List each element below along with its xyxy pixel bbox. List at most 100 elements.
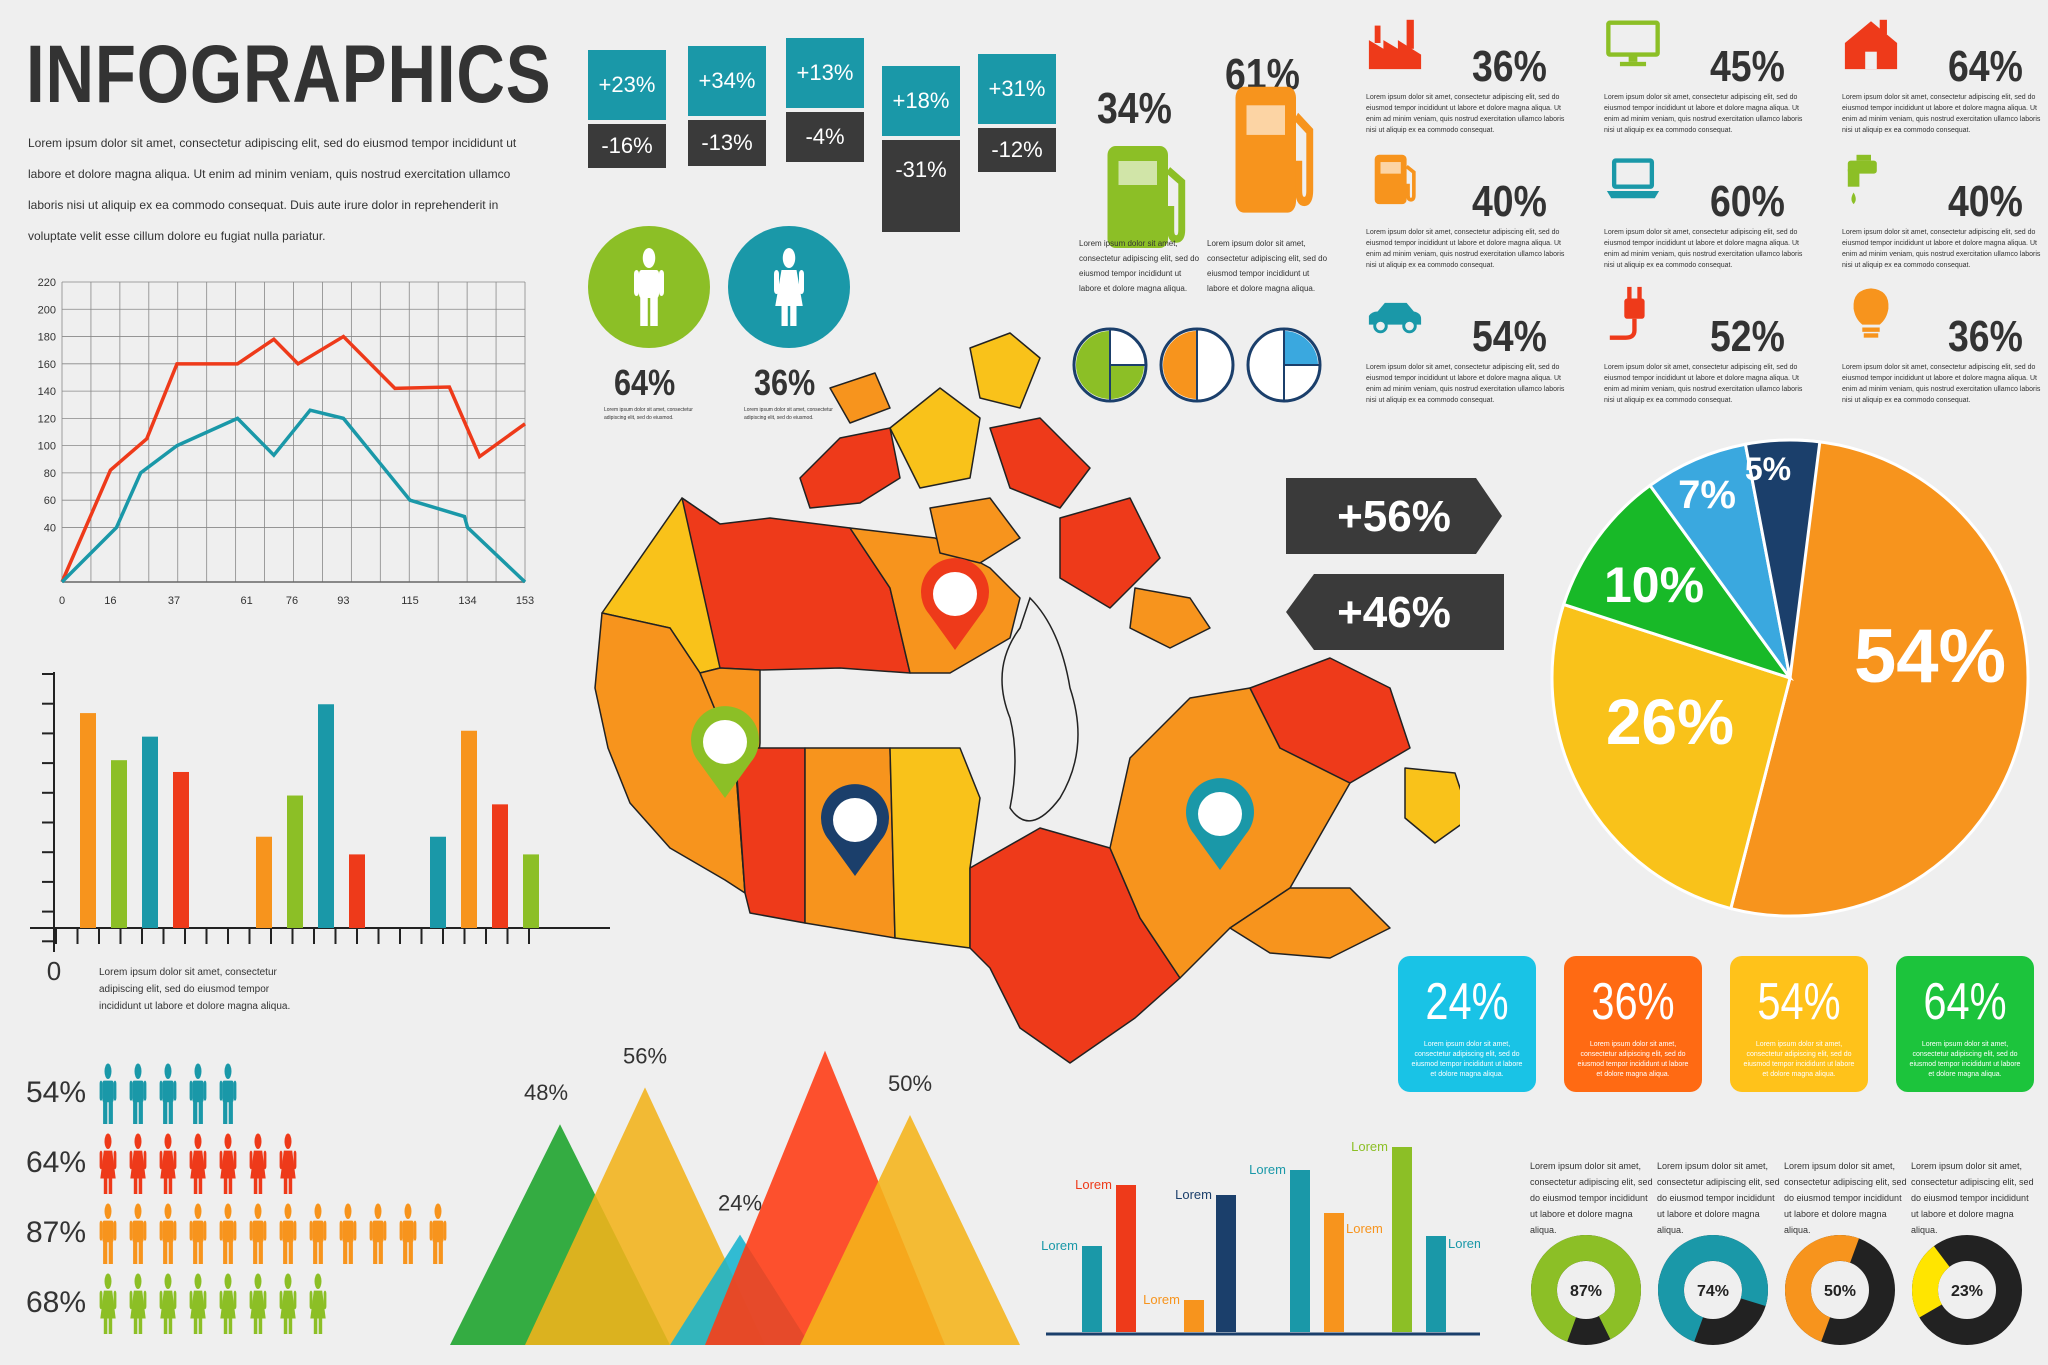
bar-label: Lorem	[1346, 1221, 1383, 1236]
change-up-box: +13%	[786, 38, 864, 108]
icon-stat-percent: 60%	[1710, 177, 1785, 226]
bar	[287, 795, 303, 928]
arrow-left-badge: +46%	[1286, 574, 1504, 650]
monitor-icon	[1606, 20, 1660, 67]
percentage-box: 64% Lorem ipsum dolor sit amet, consectet…	[1896, 956, 2034, 1092]
change-up-box: +31%	[978, 54, 1056, 124]
map-region-maritimes	[1229, 887, 1391, 959]
percentage-box-caption: Lorem ipsum dolor sit amet, consectetur …	[1743, 1041, 1855, 1078]
bar-label: Lorem	[1041, 1238, 1078, 1253]
map-region-bc	[594, 612, 746, 894]
map-region-manitoba	[889, 747, 981, 949]
triangle-label: 48%	[524, 1080, 568, 1105]
x-tick-label: 153	[516, 595, 534, 607]
gender-percent: 36%	[754, 362, 816, 403]
y-tick-label: 140	[38, 386, 56, 398]
small-pie-slice	[1284, 331, 1318, 365]
pie-slice-label: 54%	[1854, 614, 2006, 699]
x-tick-label: 16	[104, 595, 116, 607]
people-row: 64%	[26, 1132, 426, 1196]
pie-slice-label: 26%	[1606, 686, 1734, 758]
male-icon	[369, 1203, 387, 1264]
percentage-box-value: 36%	[1591, 973, 1675, 1031]
y-tick-label: 80	[44, 468, 56, 480]
gender-circle	[588, 226, 710, 348]
percentage-box: 24% Lorem ipsum dolor sit amet, consectet…	[1398, 956, 1536, 1092]
gender-caption: Lorem ipsum dolor sit amet, consectetur …	[744, 407, 833, 421]
male-icon	[309, 1203, 327, 1264]
plug-icon	[1609, 286, 1645, 340]
map-pin-center	[1198, 792, 1242, 836]
pie-slice	[1561, 483, 1794, 681]
icon-stat-percent: 40%	[1948, 177, 2023, 226]
y-tick-label: 200	[38, 304, 56, 316]
triangle-label: 56%	[623, 1043, 667, 1068]
icon-stat-percent: 45%	[1710, 42, 1785, 91]
bar	[256, 836, 272, 928]
people-row: 87%	[26, 1202, 447, 1266]
bar	[523, 854, 539, 928]
lorem-bar-chart: Lorem Lorem Lorem Lorem Lorem Lorem Lorem Lorem	[1041, 1139, 1480, 1336]
intro-text: Lorem ipsum dolor sit amet, consectetur …	[28, 136, 517, 243]
percentage-box-value: 64%	[1923, 973, 2007, 1031]
triangle-label: 24%	[718, 1191, 762, 1216]
house-icon	[1844, 19, 1898, 70]
male-icon	[189, 1203, 207, 1264]
map-pin-center	[703, 720, 747, 764]
donut-label: 74%	[1697, 1283, 1729, 1300]
change-down-box: -16%	[588, 124, 666, 168]
small-pie-charts	[1072, 327, 1322, 403]
icon-stat-percent: 54%	[1472, 312, 1547, 361]
canada-map	[594, 332, 1460, 1064]
change-down-box: -31%	[882, 140, 960, 232]
female-icon	[189, 1273, 207, 1334]
female-icon	[99, 1273, 117, 1334]
donut-value-arc	[1658, 1235, 1768, 1345]
bar-label: Lorem	[1143, 1292, 1180, 1307]
light-bulb-icon	[1853, 288, 1889, 338]
donut-label: 23%	[1951, 1283, 1983, 1300]
male-icon	[339, 1203, 357, 1264]
icon-stat-percent: 36%	[1948, 312, 2023, 361]
bar-label: Lorem	[1075, 1177, 1112, 1192]
female-icon	[189, 1133, 207, 1194]
y-tick-label: 160	[38, 359, 56, 371]
map-pin-center	[833, 798, 877, 842]
donut-value-arc	[1785, 1235, 1895, 1345]
female-icon	[129, 1273, 147, 1334]
donut-label: 50%	[1824, 1283, 1856, 1300]
water-tap-icon	[1847, 154, 1877, 205]
male-icon	[219, 1203, 237, 1264]
map-region-island	[929, 497, 1021, 564]
map-region-island	[799, 427, 901, 509]
bar	[1290, 1170, 1310, 1332]
female-icon	[129, 1133, 147, 1194]
icon-stat-caption: Lorem ipsum dolor sit amet, consectetur …	[1366, 364, 1565, 404]
male-icon	[279, 1203, 297, 1264]
female-icon	[159, 1133, 177, 1194]
factory-icon	[1368, 19, 1422, 70]
male-icon	[159, 1063, 177, 1124]
donut-caption: Lorem ipsum dolor sit amet, consectetur …	[1657, 1161, 1780, 1235]
bar	[111, 760, 127, 928]
bar	[1116, 1185, 1136, 1332]
icon-stats-grid: 36% Lorem ipsum dolor sit amet, consectet…	[1362, 14, 2048, 414]
bar-label: Lorem	[1249, 1162, 1286, 1177]
people-row-percent: 64%	[26, 1146, 87, 1179]
map-region-island	[1059, 497, 1161, 609]
people-row: 54%	[26, 1062, 426, 1126]
x-tick-label: 61	[240, 595, 252, 607]
donut-caption: Lorem ipsum dolor sit amet, consectetur …	[1784, 1161, 1907, 1235]
percentage-box: 54% Lorem ipsum dolor sit amet, consectet…	[1730, 956, 1868, 1092]
triangle	[800, 1115, 1020, 1345]
donut-charts: 87% 74% 50% 23%	[1531, 1235, 2022, 1345]
male-icon	[99, 1203, 117, 1264]
icon-stat-percent: 36%	[1472, 42, 1547, 91]
percentage-box-caption: Lorem ipsum dolor sit amet, consectetur …	[1577, 1041, 1689, 1078]
grouped-bar-chart: 0	[30, 672, 610, 986]
bar	[1392, 1147, 1412, 1332]
male-icon	[219, 1063, 237, 1124]
pie-slice	[1743, 438, 1822, 679]
donut-label: 87%	[1570, 1283, 1602, 1300]
car-icon	[1368, 302, 1422, 334]
